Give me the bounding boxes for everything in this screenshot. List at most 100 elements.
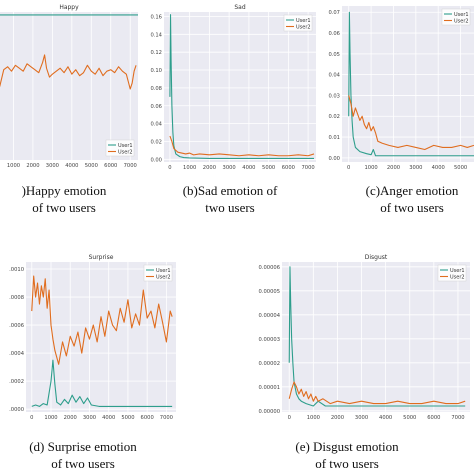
y-tick-label: 0.00003: [259, 337, 280, 343]
x-tick-label: 1000: [364, 165, 377, 171]
x-tick-label: 3000: [83, 415, 96, 420]
chart-panel-sad: 0 1000 2000 3000 4000 5000 6000 7000 0.00 0.02 0.0…: [142, 0, 320, 178]
y-tick-label: 0.08: [150, 86, 162, 92]
caption-anger-line1: (c)Anger emotion: [365, 183, 459, 198]
x-tick-label: 2000: [387, 165, 400, 171]
x-tick-label: 4000: [65, 163, 78, 169]
caption-anger-line2: of two users: [380, 200, 444, 215]
y-tick-label: 0.01: [328, 135, 340, 141]
x-tick-label: 3000: [46, 163, 59, 169]
x-tick-label: 3000: [223, 165, 236, 171]
series-group: [0, 14, 138, 90]
legend-label-user2: User2: [118, 149, 133, 155]
x-tick-label: 4000: [379, 415, 392, 420]
x-tick-label: 1000: [307, 415, 320, 420]
y-tick-label: 0.00006: [259, 265, 280, 271]
series-line-user1: [288, 266, 466, 407]
chart-title: Happy: [59, 4, 79, 11]
y-tick-label: 0.06: [328, 31, 340, 37]
caption-happy-line1: )Happy emotion: [21, 183, 107, 198]
legend-label-user1: User1: [118, 143, 133, 149]
x-tick-label: 1000: [183, 165, 196, 171]
x-tick-label: 3000: [355, 415, 368, 420]
caption-disgust-line2: of two users: [315, 456, 379, 471]
y-tick-label: 0.16: [150, 14, 162, 20]
x-tick-label: 3000: [409, 165, 422, 171]
x-tick-label: 6000: [141, 415, 154, 420]
series-line-user2: [348, 95, 474, 151]
chart-anger: 0 1000 2000 3000 4000 5000 0.00 0.01 0.02 0.03 0.0…: [328, 6, 474, 171]
y-tick-label: 0.07: [328, 10, 340, 16]
series-line-user2: [288, 381, 466, 405]
x-tick-label: 5000: [262, 165, 275, 171]
chart-panel-anger: 0 1000 2000 3000 4000 5000 0.00 0.01 0.02 0.03 0.0…: [320, 0, 474, 178]
y-tick-label: 0.02: [150, 139, 162, 145]
x-tick-label: 6000: [104, 163, 117, 169]
y-tick-label: 0.05: [328, 52, 340, 58]
y-tick-label: .0006: [9, 323, 24, 329]
series-group: [348, 11, 474, 157]
plot-area: [282, 262, 470, 412]
caption-happy-line2: of two users: [32, 200, 96, 215]
y-tick-label: .0000: [9, 407, 24, 413]
series-group: [31, 275, 173, 407]
x-tick-label: 1000: [7, 163, 20, 169]
y-tick-label: .0002: [9, 379, 24, 385]
x-tick-label: 7000: [451, 415, 464, 420]
series-line-user1: [169, 14, 315, 159]
x-tick-label: 7000: [124, 163, 137, 169]
chart-title: Surprise: [89, 254, 114, 261]
x-tick-label: 4000: [102, 415, 115, 420]
x-tick-label: 0: [347, 165, 350, 171]
x-tick-label: 5000: [454, 165, 467, 171]
caption-anger: (c)Anger emotion of two users: [352, 182, 472, 216]
y-tick-label: 0.00005: [259, 289, 280, 295]
y-tick-label: 0.00: [150, 157, 162, 163]
series-line-user2: [31, 275, 173, 365]
x-tick-label: 5000: [85, 163, 98, 169]
series-line-user2: [169, 135, 315, 157]
x-tick-label: 2000: [203, 165, 216, 171]
caption-sad-line1: (b)Sad emotion of: [182, 183, 278, 198]
x-tick-label: 7000: [302, 165, 315, 171]
caption-disgust-line1: (e) Disgust emotion: [295, 439, 399, 454]
y-tick-label: 0.10: [150, 68, 162, 74]
y-tick-label: 0.00000: [259, 409, 280, 415]
caption-sad: (b)Sad emotion of two users: [170, 182, 290, 216]
legend-label-user2: User2: [450, 274, 465, 280]
x-tick-label: 6000: [282, 165, 295, 171]
y-tick-label: 0.04: [150, 122, 162, 128]
plot-area: [26, 262, 176, 412]
chart-title: Sad: [234, 4, 245, 11]
y-tick-label: 0.04: [328, 73, 340, 79]
x-tick-label: 4000: [432, 165, 445, 171]
y-tick-label: 0.03: [328, 93, 340, 99]
y-tick-label: 0.00002: [259, 361, 280, 367]
plot-area: [0, 12, 138, 160]
y-tick-label: 0.12: [150, 50, 162, 56]
y-tick-label: 0.00001: [259, 385, 280, 391]
x-tick-label: 4000: [242, 165, 255, 171]
x-tick-label: 1000: [44, 415, 57, 420]
series-line-user2: [0, 54, 137, 90]
caption-disgust: (e) Disgust emotion of two users: [272, 438, 422, 472]
chart-surprise: 0 1000 2000 3000 4000 5000 6000 7000 .0000 .0002.…: [9, 254, 176, 420]
series-line-user1: [348, 11, 474, 157]
chart-title: Disgust: [365, 254, 388, 261]
x-tick-label: 0: [30, 415, 33, 420]
y-tick-label: 0.06: [150, 104, 162, 110]
series-group: [288, 266, 466, 407]
chart-happy: 01000200030004000500060007000HappyUser1U…: [0, 4, 138, 169]
x-tick-label: 0: [288, 415, 291, 420]
legend-label-user1: User1: [296, 18, 311, 24]
chart-disgust: 0 1000 2000 3000 4000 5000 6000 7000 0.00000 0.00…: [259, 254, 470, 420]
legend-label-user1: User1: [454, 12, 469, 18]
y-tick-label: 0.00004: [259, 313, 281, 319]
x-tick-label: 0: [168, 165, 171, 171]
plot-area: [342, 6, 474, 162]
y-tick-label: 0.02: [328, 114, 340, 120]
legend-label-user1: User1: [156, 268, 171, 274]
series-group: [169, 14, 315, 159]
x-tick-label: 6000: [427, 415, 440, 420]
x-tick-label: 2000: [331, 415, 344, 420]
